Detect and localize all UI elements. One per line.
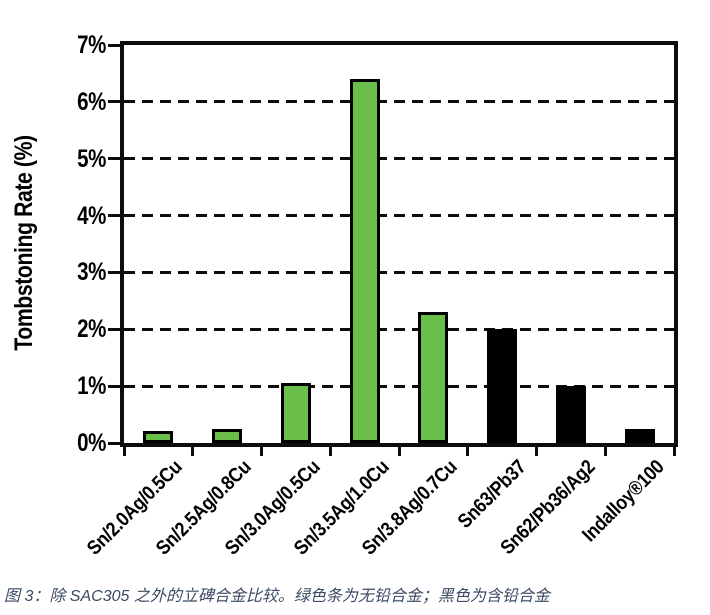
x-tick [122, 447, 126, 456]
y-tick [108, 441, 122, 445]
bar [280, 383, 311, 443]
x-tick [535, 447, 538, 456]
x-tick [466, 447, 470, 456]
y-tick [108, 214, 122, 218]
y-gridline [124, 384, 674, 388]
y-tick [108, 100, 122, 104]
x-tick [672, 447, 676, 456]
y-tick-label: 0% [77, 429, 106, 457]
y-gridline [124, 214, 674, 218]
x-tick [603, 447, 607, 456]
bar [555, 386, 586, 443]
y-tick [108, 270, 122, 274]
y-tick-label: 5% [77, 144, 106, 173]
y-gridline [124, 270, 674, 274]
bar [624, 428, 655, 443]
y-tick [108, 157, 122, 161]
x-tick [191, 447, 195, 456]
bar [487, 329, 518, 443]
bar [349, 79, 380, 443]
y-tick-label: 4% [77, 201, 106, 230]
x-tick [260, 447, 263, 456]
y-gridline [124, 157, 674, 161]
y-tick [108, 43, 122, 47]
plot-area [120, 41, 678, 447]
y-axis-title: Tombstoning Rate (%) [10, 135, 38, 351]
figure-caption: 图 3：除 SAC305 之外的立碑合金比较。绿色条为无铅合金；黑色为含铅合金 [4, 588, 550, 605]
y-tick-label: 7% [77, 31, 106, 59]
y-gridline [124, 327, 674, 331]
y-tick-label: 3% [77, 258, 106, 287]
y-tick [108, 327, 122, 331]
bar [212, 429, 243, 443]
x-tick [397, 447, 401, 456]
bar [143, 430, 174, 443]
y-tick-label: 2% [77, 315, 106, 344]
y-tick-label: 6% [77, 87, 106, 116]
y-tick-label: 1% [77, 372, 106, 401]
bar [418, 312, 449, 443]
x-tick [328, 447, 332, 456]
y-tick [108, 384, 122, 388]
y-gridline [124, 100, 674, 104]
